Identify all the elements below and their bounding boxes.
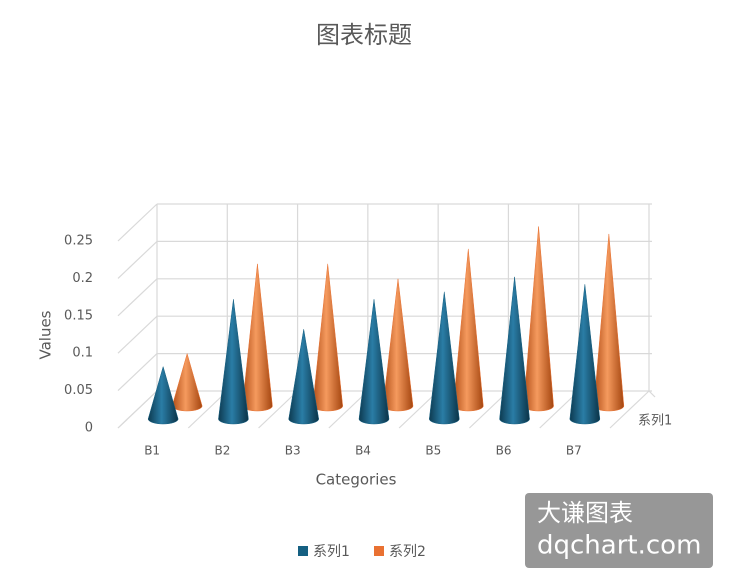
y-tick-label: 0.15 <box>64 308 93 323</box>
watermark: 大谦图表 <box>537 499 633 527</box>
cone <box>453 248 484 412</box>
grid-line <box>117 278 158 317</box>
y-tick-label: 0.05 <box>64 383 93 398</box>
grid-line <box>117 203 158 242</box>
x-axis-label: Categories <box>316 471 397 489</box>
floor-line <box>117 390 158 429</box>
legend-label: 系列2 <box>389 544 426 560</box>
floor-line <box>609 390 650 429</box>
cone <box>523 226 554 412</box>
x-tick-label: B5 <box>425 444 441 458</box>
cone <box>288 329 319 425</box>
y-tick-label: 0.25 <box>64 234 93 249</box>
legend-swatch <box>298 546 308 556</box>
cone <box>358 299 390 425</box>
cone <box>218 299 249 425</box>
floor-line <box>328 390 369 429</box>
cone <box>499 276 530 425</box>
cone <box>593 233 625 412</box>
cone <box>569 284 601 425</box>
x-tick-label: B2 <box>214 444 230 458</box>
y-axis-label: Values <box>37 310 55 359</box>
grid-line <box>117 315 158 354</box>
watermark: dqchart.com <box>537 531 701 561</box>
chart-title: 图表标题 <box>316 21 412 49</box>
x-tick-label: B1 <box>144 444 160 458</box>
y-tick-label: 0.2 <box>72 271 93 286</box>
legend-swatch <box>374 546 384 556</box>
legend-label: 系列1 <box>313 544 350 560</box>
cone <box>147 365 179 425</box>
floor-line <box>258 390 298 429</box>
cone <box>171 352 203 412</box>
floor-edge <box>648 390 656 398</box>
cone <box>429 291 460 425</box>
x-tick-label: B7 <box>566 444 582 458</box>
grid-line <box>117 240 158 279</box>
depth-label: 系列1 <box>638 414 672 429</box>
cone <box>312 263 343 412</box>
floor-line <box>187 390 228 429</box>
y-tick-label: 0.1 <box>72 346 93 361</box>
x-tick-label: B3 <box>285 444 301 458</box>
y-tick-label: 0 <box>85 421 93 436</box>
watermark-box <box>525 493 713 568</box>
cone <box>242 263 273 412</box>
cone <box>382 278 414 412</box>
grid-line <box>117 353 158 392</box>
x-tick-label: B6 <box>496 444 512 458</box>
x-tick-label: B4 <box>355 444 371 458</box>
